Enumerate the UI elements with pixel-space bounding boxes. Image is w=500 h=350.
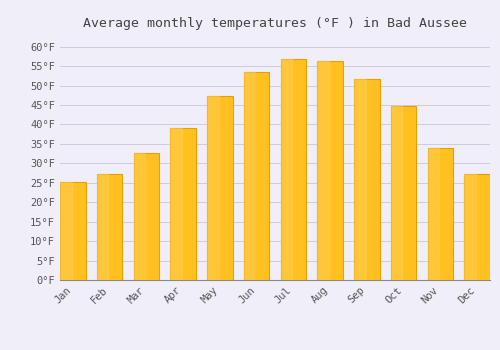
- Bar: [280, 59, 306, 280]
- Bar: [97, 174, 108, 280]
- Bar: [318, 61, 329, 280]
- Bar: [244, 72, 270, 280]
- Bar: [428, 148, 439, 280]
- Bar: [354, 78, 380, 280]
- Bar: [354, 78, 366, 280]
- Bar: [391, 106, 416, 280]
- Bar: [134, 153, 145, 280]
- Bar: [391, 106, 402, 280]
- Bar: [244, 72, 256, 280]
- Bar: [134, 153, 159, 280]
- Bar: [207, 96, 233, 280]
- Bar: [170, 127, 182, 280]
- Bar: [60, 182, 72, 280]
- Bar: [97, 174, 122, 280]
- Bar: [207, 96, 218, 280]
- Bar: [318, 61, 343, 280]
- Bar: [280, 59, 292, 280]
- Bar: [170, 127, 196, 280]
- Title: Average monthly temperatures (°F ) in Bad Aussee: Average monthly temperatures (°F ) in Ba…: [83, 17, 467, 30]
- Bar: [428, 148, 453, 280]
- Bar: [464, 174, 490, 280]
- Bar: [464, 174, 476, 280]
- Bar: [60, 182, 86, 280]
